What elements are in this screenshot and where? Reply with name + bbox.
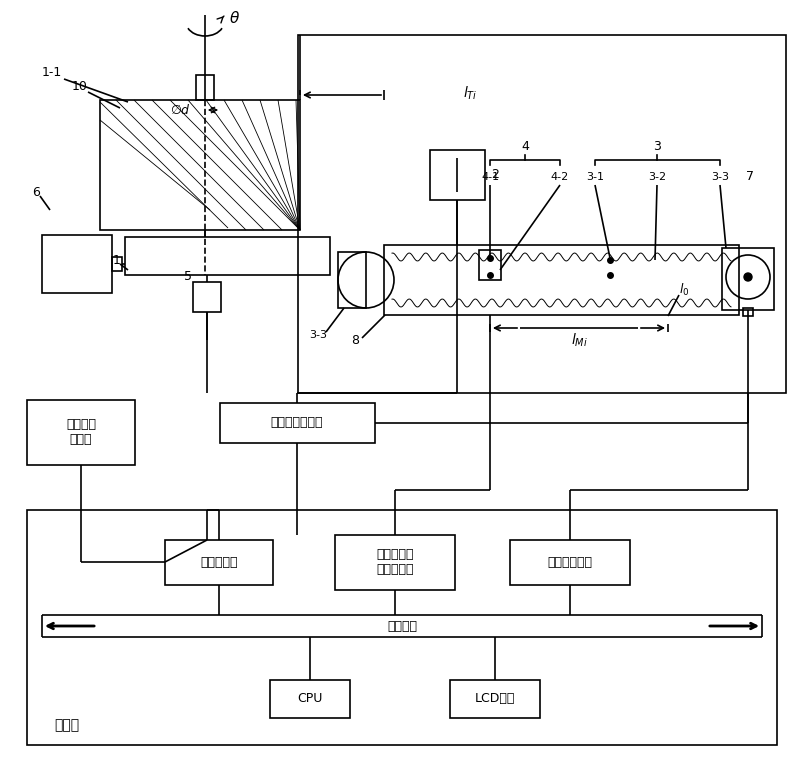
Bar	[479, 250, 501, 280]
Text: 3-3: 3-3	[711, 172, 729, 182]
Text: 10: 10	[72, 80, 88, 93]
Text: $\theta$: $\theta$	[230, 10, 241, 26]
Bar	[125, 237, 330, 275]
Text: 转台电机
驱动器: 转台电机 驱动器	[66, 418, 96, 446]
Circle shape	[744, 273, 752, 281]
Bar	[165, 540, 273, 585]
Bar	[27, 400, 135, 465]
Bar	[510, 540, 630, 585]
Text: 激光位移传
感器采集卡: 激光位移传 感器采集卡	[376, 548, 414, 576]
Text: 4-1: 4-1	[481, 172, 499, 182]
Text: 1-1: 1-1	[42, 67, 62, 80]
Bar	[335, 535, 455, 590]
Text: 编码器计数卡: 编码器计数卡	[547, 556, 593, 568]
Text: 4: 4	[521, 140, 529, 154]
Bar	[220, 403, 375, 443]
Text: 1: 1	[113, 253, 121, 267]
Text: $l_{Ti}$: $l_{Ti}$	[462, 84, 478, 102]
Text: 7: 7	[746, 171, 754, 183]
Text: $l_0$: $l_0$	[679, 282, 690, 298]
Text: 3: 3	[653, 140, 661, 154]
Bar	[450, 680, 540, 718]
Bar	[743, 308, 753, 316]
Text: 系统总线: 系统总线	[387, 619, 417, 632]
Text: 步进电机驱动器: 步进电机驱动器	[270, 416, 323, 430]
Text: 3-2: 3-2	[648, 172, 666, 182]
Text: 4-2: 4-2	[551, 172, 569, 182]
Bar	[100, 100, 300, 230]
Bar	[196, 75, 214, 100]
Bar	[430, 150, 485, 200]
Text: 6: 6	[32, 186, 40, 199]
Text: LCD单元: LCD单元	[475, 693, 515, 706]
Text: 5: 5	[184, 271, 192, 283]
Bar	[27, 510, 777, 745]
Text: CPU: CPU	[298, 693, 322, 706]
Bar	[193, 282, 221, 312]
Text: 3-1: 3-1	[586, 172, 604, 182]
Bar	[298, 35, 786, 393]
Bar	[338, 252, 366, 308]
Bar	[112, 257, 122, 271]
Bar	[722, 248, 774, 310]
Text: 3-3: 3-3	[309, 330, 327, 340]
Bar	[384, 245, 739, 315]
Text: 8: 8	[351, 334, 359, 346]
Bar	[270, 680, 350, 718]
Text: $\emptyset d$: $\emptyset d$	[170, 103, 191, 117]
Text: 运动控制卡: 运动控制卡	[200, 556, 238, 568]
Text: 2: 2	[491, 168, 499, 181]
Text: $l_{Mi}$: $l_{Mi}$	[570, 331, 587, 349]
Bar	[42, 235, 112, 293]
Text: 工控机: 工控机	[54, 718, 79, 732]
